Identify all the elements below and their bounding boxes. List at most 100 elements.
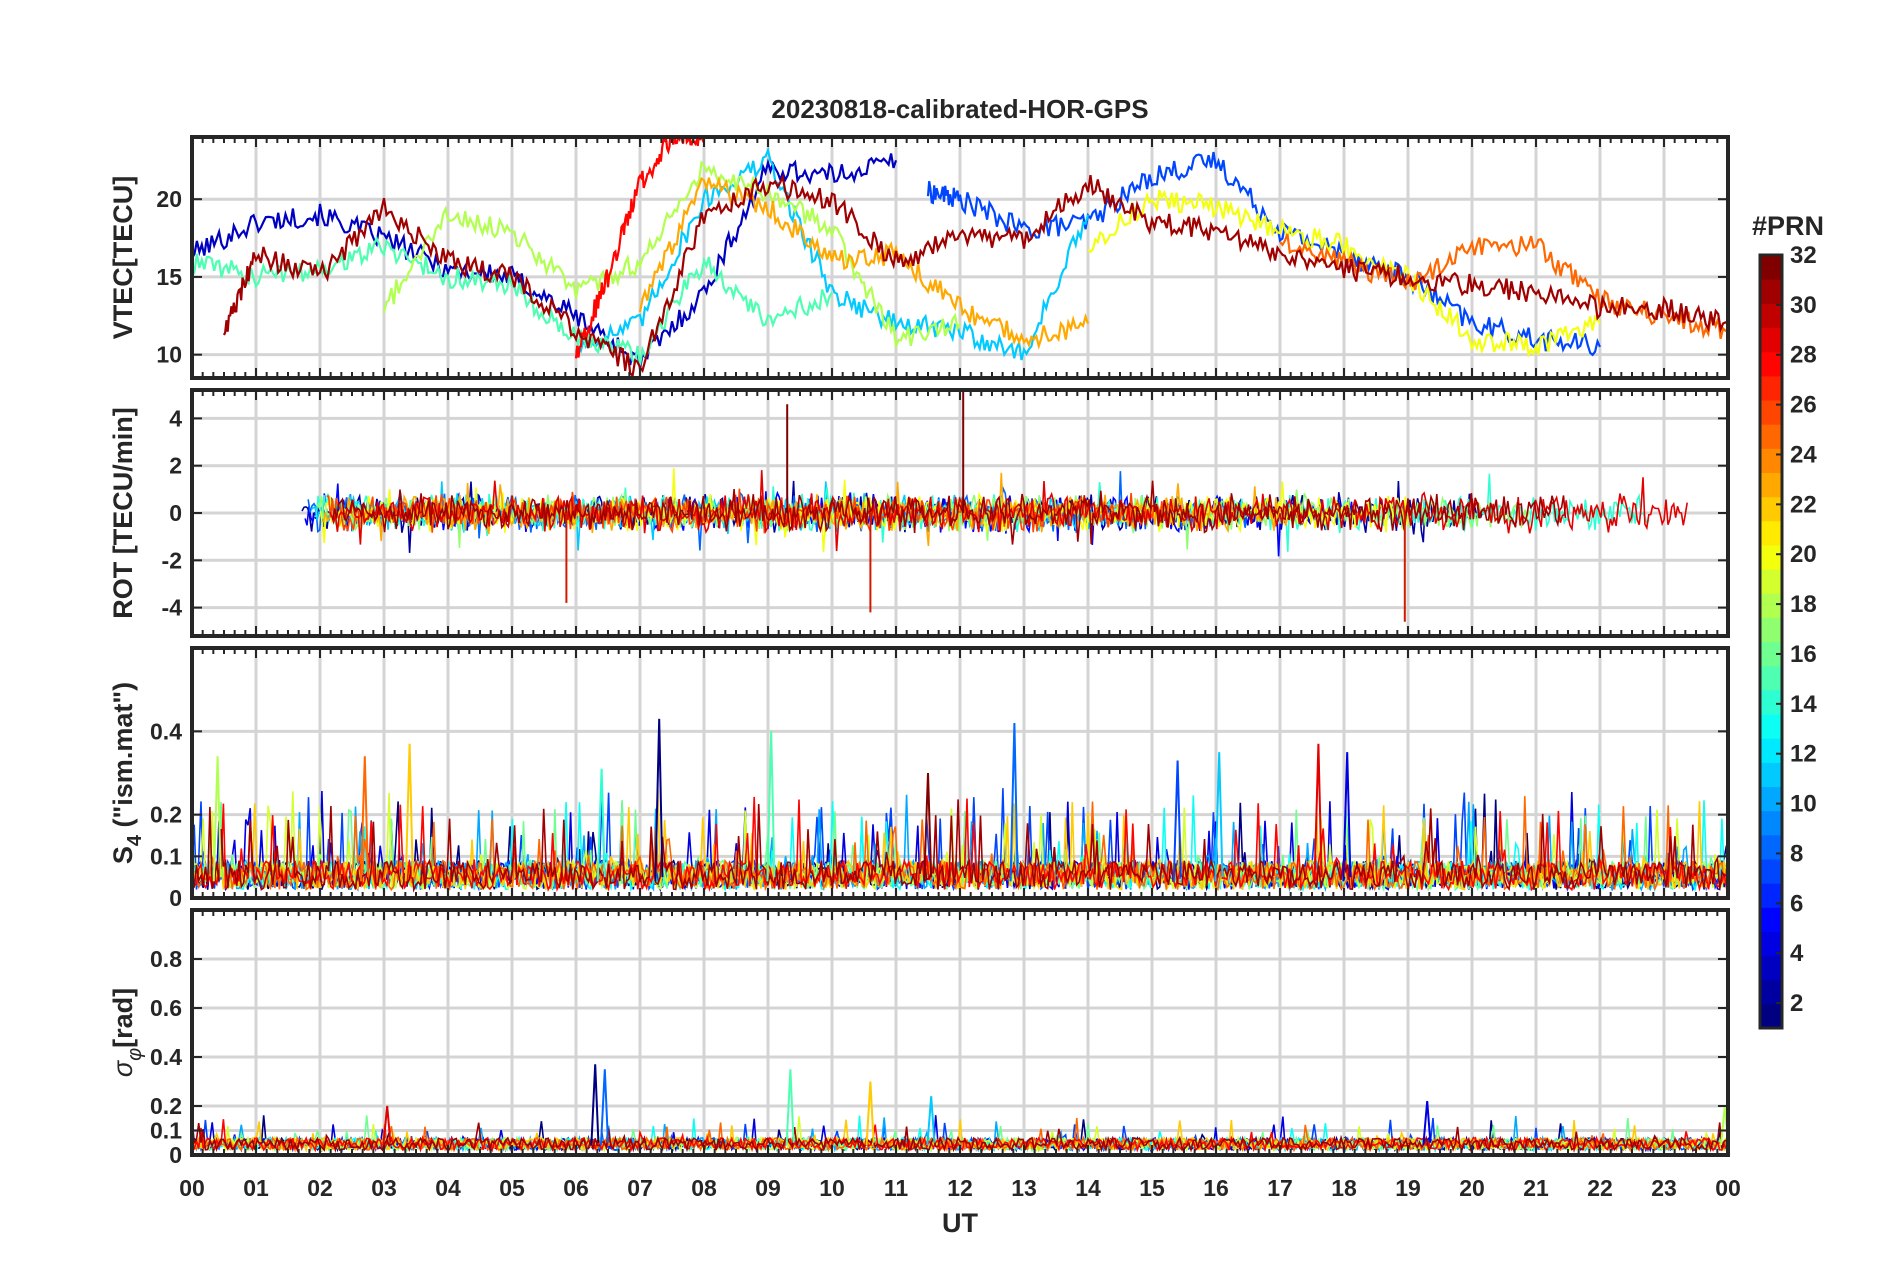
colorbar-tick-label: 32	[1790, 242, 1817, 269]
y-tick-label: -4	[162, 595, 183, 621]
series-group-s4	[192, 718, 1728, 893]
y-tick-label: 0.4	[150, 1044, 182, 1070]
colorbar-segment	[1760, 907, 1782, 932]
colorbar-segment	[1760, 520, 1782, 546]
x-tick-label: 08	[691, 1175, 717, 1201]
colorbar-segment	[1760, 1003, 1782, 1029]
y-tick-label: 10	[156, 342, 182, 368]
sigma_phi-peak	[1422, 1101, 1432, 1146]
colorbar-tick-label: 26	[1790, 392, 1817, 419]
colorbar-segment	[1760, 665, 1782, 691]
s4-peak	[1009, 722, 1019, 882]
series-group-rot	[301, 390, 1688, 622]
x-tick-label: 01	[243, 1175, 269, 1201]
s4-peak	[923, 772, 933, 882]
x-tick-label: 02	[307, 1175, 333, 1201]
colorbar-segment	[1760, 858, 1782, 884]
x-tick-label: 23	[1651, 1175, 1677, 1201]
s4-peak	[212, 756, 222, 882]
sigma_phi-peak	[382, 1105, 392, 1146]
chart-title: 20230818-calibrated-HOR-GPS	[771, 94, 1148, 124]
vtec-line-prn-7	[926, 151, 1602, 357]
sigma_phi-peak	[599, 1069, 609, 1146]
x-tick-label: 18	[1331, 1175, 1357, 1201]
colorbar-tick-label: 2	[1790, 990, 1803, 1017]
x-tick-label: 12	[947, 1175, 973, 1201]
colorbar-segment	[1760, 569, 1782, 594]
s4-peak	[1313, 743, 1323, 882]
vtec-line-prn-25	[1279, 233, 1728, 340]
colorbar-segment	[1760, 762, 1782, 788]
y-tick-label: 0.8	[150, 946, 182, 972]
x-tick-label: 00	[1715, 1175, 1741, 1201]
colorbar-segment	[1760, 399, 1782, 425]
panels-layer: 10 15 20 VTEC[TECU] -4 -2 02 4 ROT [TECU/min] 0 0.…	[108, 135, 1741, 1201]
s4-peak	[1172, 760, 1182, 882]
colorbar-tick-label: 8	[1790, 840, 1803, 867]
x-tick-label: 22	[1587, 1175, 1613, 1201]
y-axis-label-sigma_phi: σφ[rad]	[108, 988, 146, 1077]
y-tick-label: 0.1	[150, 843, 182, 869]
colorbar-tick-label: 22	[1790, 491, 1817, 518]
sigma_phi-peak	[590, 1064, 600, 1146]
x-tick-label: 13	[1011, 1175, 1037, 1201]
sigma_phi-peak	[926, 1096, 936, 1146]
s4-peak	[1214, 752, 1224, 882]
colorbar-tick-label: 18	[1790, 591, 1817, 618]
axes-frame-sigma_phi	[190, 908, 1730, 1157]
colorbar-segment	[1760, 496, 1782, 522]
colorbar-segment	[1760, 738, 1782, 763]
x-tick-label: 17	[1267, 1175, 1293, 1201]
colorbar-tick-label: 10	[1790, 791, 1817, 818]
colorbar-frame	[1758, 253, 1784, 1030]
colorbar-segment	[1760, 327, 1782, 353]
vtec-line-prn-11	[574, 146, 1090, 361]
y-tick-label: 0	[169, 885, 182, 911]
y-tick-label: 0.2	[150, 1093, 182, 1119]
vtec-line-prn-23	[638, 175, 1090, 350]
vtec-line-prn-18	[382, 160, 961, 348]
y-tick-label: -2	[162, 547, 182, 573]
colorbar-tick-label: 12	[1790, 741, 1817, 768]
x-tick-label: 15	[1139, 1175, 1165, 1201]
colorbar-segment	[1760, 641, 1782, 667]
colorbar-segment	[1760, 279, 1782, 304]
y-axis-label-rot: ROT [TECU/min]	[108, 407, 138, 618]
panel-vtec: 10 15 20 VTEC[TECU]	[108, 135, 1730, 380]
y-tick-label: 0	[169, 500, 182, 526]
y-tick-label: 4	[169, 405, 182, 431]
colorbar-segment	[1760, 931, 1782, 957]
colorbar-segment	[1760, 255, 1782, 280]
x-axis-label: UT	[942, 1208, 978, 1238]
axes-frame-s4	[190, 646, 1730, 900]
colorbar-segment	[1760, 689, 1782, 715]
colorbar-segment	[1760, 593, 1782, 618]
vtec-line-prn-15	[192, 235, 833, 366]
y-tick-label: 0.2	[150, 802, 182, 828]
x-tick-label: 03	[371, 1175, 397, 1201]
colorbar-segment	[1760, 424, 1782, 449]
y-tick-label: 20	[156, 186, 182, 212]
colorbar-segment	[1760, 786, 1782, 812]
colorbar-segment	[1760, 375, 1782, 401]
x-tick-label: 14	[1075, 1175, 1101, 1201]
axes-frame-vtec	[190, 135, 1730, 380]
x-tick-label: 06	[563, 1175, 589, 1201]
x-tick-label: 00	[179, 1175, 205, 1201]
colorbar-segment	[1760, 713, 1782, 739]
colorbar-segment	[1760, 883, 1782, 908]
colorbar-segment	[1760, 617, 1782, 643]
y-axis-label-vtec: VTEC[TECU]	[108, 176, 138, 340]
colorbar-title: #PRN	[1752, 211, 1824, 241]
colorbar-tick-label: 16	[1790, 641, 1817, 668]
rot-line-prn-29	[328, 470, 1688, 552]
colorbar-segment	[1760, 448, 1782, 474]
vtec-line-prn-31	[222, 173, 1728, 378]
axes-frame-rot	[190, 388, 1730, 638]
vtec-line-prn-3	[192, 153, 898, 370]
colorbar-segment	[1760, 979, 1782, 1005]
x-tick-label: 09	[755, 1175, 781, 1201]
y-axis-label-s4: S4 ("ism.mat")	[108, 682, 146, 864]
